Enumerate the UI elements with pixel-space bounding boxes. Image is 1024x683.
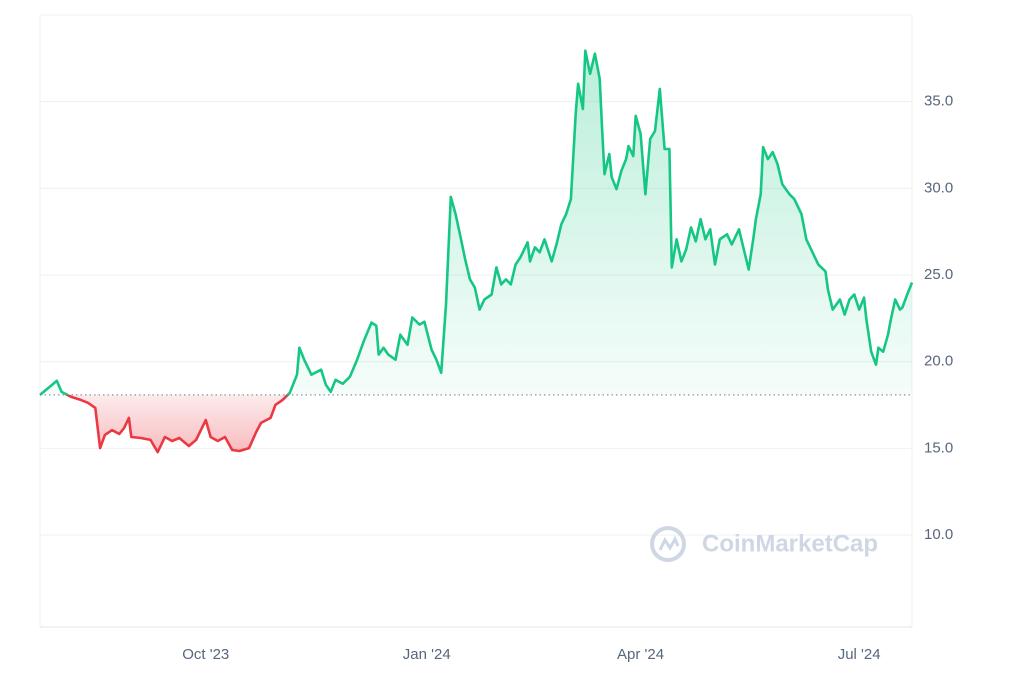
x-tick-label: Jul '24 bbox=[838, 646, 881, 663]
x-tick-label: Oct '23 bbox=[182, 646, 229, 663]
y-tick-label: 20.0 bbox=[924, 353, 953, 370]
x-tick-label: Jan '24 bbox=[403, 646, 451, 663]
y-tick-label: 25.0 bbox=[924, 266, 953, 283]
price-area bbox=[40, 50, 912, 453]
y-tick-label: 30.0 bbox=[924, 179, 953, 196]
price-line bbox=[39, 49, 914, 454]
marks bbox=[39, 49, 914, 454]
watermark: CoinMarketCap bbox=[702, 530, 878, 557]
labels: 10.0 15.0 20.0 25.0 30.0 35.0 Oct '23 Jan '24 Ap… bbox=[182, 93, 953, 663]
x-tick-label: Apr '24 bbox=[617, 646, 664, 663]
y-tick-label: 10.0 bbox=[924, 526, 953, 543]
y-tick-label: 35.0 bbox=[924, 93, 953, 110]
watermark-logo bbox=[650, 526, 686, 562]
y-tick-label: 15.0 bbox=[924, 439, 953, 456]
